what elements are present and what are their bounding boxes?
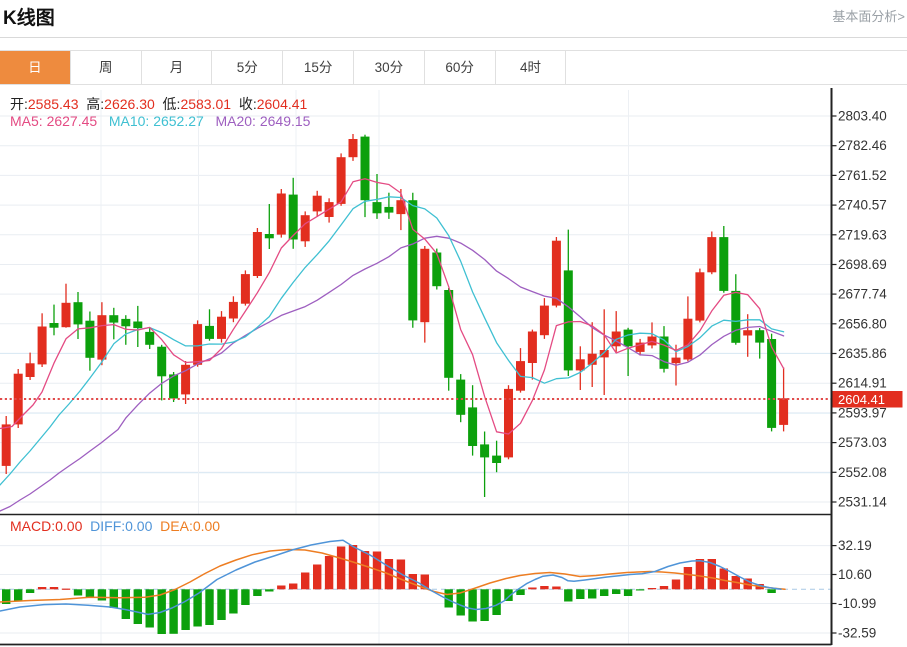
svg-text:2740.57: 2740.57 [838, 198, 887, 213]
svg-text:2552.08: 2552.08 [838, 465, 887, 480]
svg-text:2782.46: 2782.46 [838, 138, 887, 153]
svg-text:-32.59: -32.59 [838, 626, 876, 641]
svg-text:10.60: 10.60 [838, 567, 872, 582]
svg-text:2635.86: 2635.86 [838, 346, 887, 361]
svg-text:2593.97: 2593.97 [838, 405, 887, 420]
svg-text:2677.74: 2677.74 [838, 287, 887, 302]
svg-text:2719.63: 2719.63 [838, 227, 887, 242]
svg-text:-10.99: -10.99 [838, 596, 876, 611]
svg-text:2573.03: 2573.03 [838, 435, 887, 450]
svg-text:2698.69: 2698.69 [838, 257, 887, 272]
svg-text:2531.14: 2531.14 [838, 495, 887, 510]
svg-text:2761.52: 2761.52 [838, 168, 887, 183]
svg-text:2656.80: 2656.80 [838, 316, 887, 331]
svg-text:2614.91: 2614.91 [838, 376, 887, 391]
svg-text:2604.41: 2604.41 [838, 392, 885, 407]
svg-text:32.19: 32.19 [838, 538, 872, 553]
svg-text:2803.40: 2803.40 [838, 109, 887, 124]
